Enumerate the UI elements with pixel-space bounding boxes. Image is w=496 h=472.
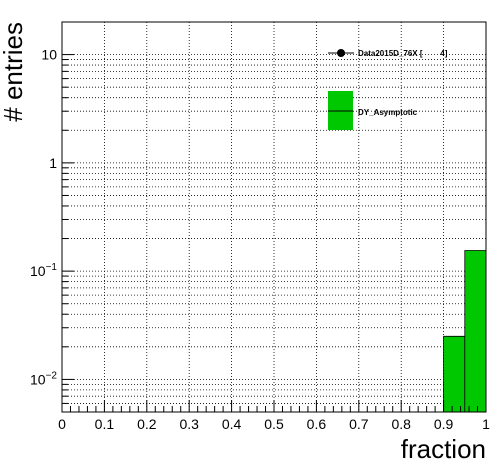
y-tick-label: 10−1	[30, 262, 57, 279]
x-tick-label: 0.2	[137, 416, 157, 432]
tick-labels: 0 0.1 0.2 0.3 0.4 0.5 0.6 0.7 0.8 0.9 1 10−2 10−1 1 10	[30, 47, 490, 432]
y-tick-label: 10	[41, 47, 57, 63]
y-axis-title: # entries	[0, 22, 28, 122]
histogram-bars	[443, 250, 487, 412]
y-tick-label: 1	[49, 155, 57, 171]
x-tick-label: 0.5	[264, 416, 284, 432]
x-tick-label: 0.3	[179, 416, 199, 432]
legend-data-label: Data2015D_76X [ 4]	[358, 49, 448, 58]
ticks	[61, 21, 487, 413]
x-tick-label: 0.7	[349, 416, 369, 432]
y-tick-label: 10−2	[30, 370, 57, 387]
x-tick-label: 0.1	[95, 416, 115, 432]
x-axis-title: fraction	[401, 434, 486, 464]
x-tick-label: 0.6	[307, 416, 327, 432]
x-tick-label: 0.4	[222, 416, 242, 432]
x-tick-label: 0.8	[391, 416, 411, 432]
x-tick-label: 0	[58, 416, 66, 432]
legend-data-marker	[337, 49, 345, 57]
x-tick-label: 1	[482, 416, 490, 432]
histogram-bar	[464, 250, 486, 412]
histogram-bar	[443, 336, 465, 412]
legend: Data2015D_76X [ 4] DY_Asymptotic	[328, 49, 448, 130]
legend-mc-label: DY_Asymptotic	[358, 108, 418, 117]
x-tick-label: 0.9	[434, 416, 454, 432]
